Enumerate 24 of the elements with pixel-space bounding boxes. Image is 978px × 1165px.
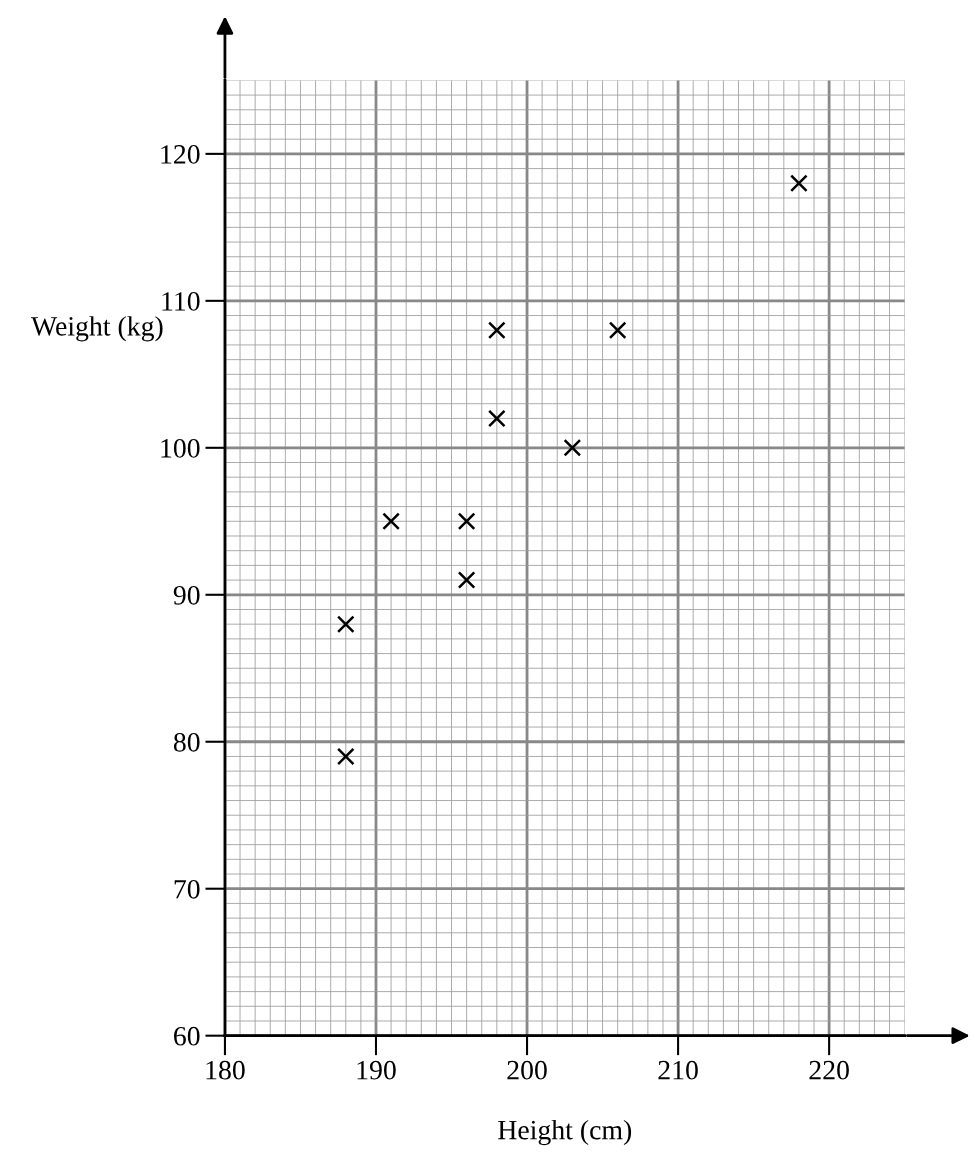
point bbox=[457, 571, 476, 589]
y-tick-label: 120 bbox=[161, 145, 200, 164]
point bbox=[487, 321, 506, 340]
point bbox=[457, 512, 476, 531]
y-tick-label: 60 bbox=[174, 1026, 200, 1046]
point bbox=[563, 438, 582, 457]
x-tick-label: 210 bbox=[658, 1060, 698, 1080]
x-tick-label: 200 bbox=[507, 1060, 547, 1080]
y-tick-label: 110 bbox=[162, 292, 200, 311]
x-tick-label: 180 bbox=[206, 1060, 245, 1080]
point bbox=[382, 512, 400, 531]
y-tick-label: 80 bbox=[173, 732, 200, 752]
y-tick-label: 70 bbox=[174, 879, 200, 899]
point bbox=[336, 615, 355, 634]
x-axis-title: Height (cm) bbox=[498, 1119, 632, 1146]
point bbox=[487, 409, 506, 428]
y-tick-label: 90 bbox=[173, 585, 200, 605]
x-tick-label: 220 bbox=[809, 1060, 849, 1080]
x-tick-label: 190 bbox=[357, 1060, 396, 1080]
y-axis-title: Weight (kg) bbox=[31, 316, 163, 342]
point bbox=[608, 321, 627, 340]
point bbox=[790, 174, 808, 193]
point bbox=[336, 747, 355, 766]
y-tick-label: 100 bbox=[161, 438, 200, 458]
